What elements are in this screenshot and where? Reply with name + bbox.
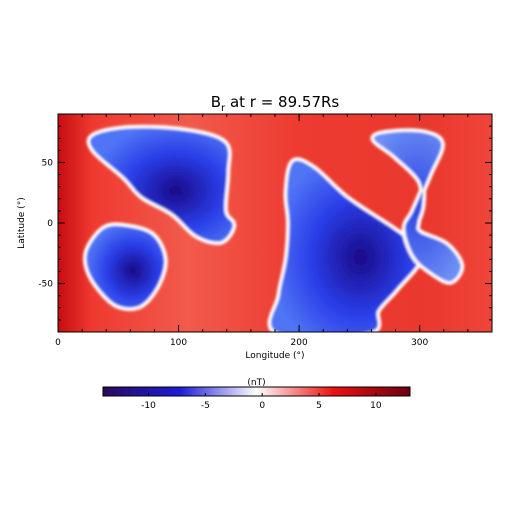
colorbar-gradient bbox=[102, 386, 411, 397]
colorbar-tick-label: 5 bbox=[316, 401, 322, 411]
x-tick-label: 100 bbox=[170, 338, 187, 348]
title-prefix: B bbox=[211, 93, 221, 111]
x-tick-label: 200 bbox=[291, 338, 308, 348]
region-negative bbox=[89, 128, 233, 242]
x-tick-label: 0 bbox=[55, 338, 61, 348]
chart-title: Br at r = 89.57Rs bbox=[211, 93, 340, 114]
y-tick-label: 50 bbox=[42, 158, 54, 168]
colorbar-tick-label: -10 bbox=[141, 401, 156, 411]
colorbar-label: (nT) bbox=[247, 378, 265, 388]
region-negative bbox=[373, 131, 461, 282]
colorbar-tick-label: 0 bbox=[259, 401, 265, 411]
axes: 0 100 200 300 -50 0 50 bbox=[38, 113, 493, 348]
colorbar-tick-label: -5 bbox=[201, 401, 210, 411]
x-axis-label: Longitude (°) bbox=[245, 351, 304, 361]
y-tick-label: -50 bbox=[38, 280, 53, 290]
x-tick-label: 300 bbox=[411, 338, 428, 348]
region-negative bbox=[86, 225, 165, 308]
region-negative bbox=[271, 160, 420, 332]
y-axis-label: Latitude (°) bbox=[17, 197, 27, 248]
y-tick-label: 0 bbox=[47, 219, 53, 229]
title-suffix: at r = 89.57Rs bbox=[225, 93, 339, 111]
heatmap-plot bbox=[58, 114, 492, 332]
regions-layer bbox=[82, 124, 465, 332]
title-subscript: r bbox=[221, 103, 226, 114]
colorbar: (nT) -10 -5 0 5 10 bbox=[102, 378, 411, 411]
colorbar-tick-label: 10 bbox=[370, 401, 382, 411]
